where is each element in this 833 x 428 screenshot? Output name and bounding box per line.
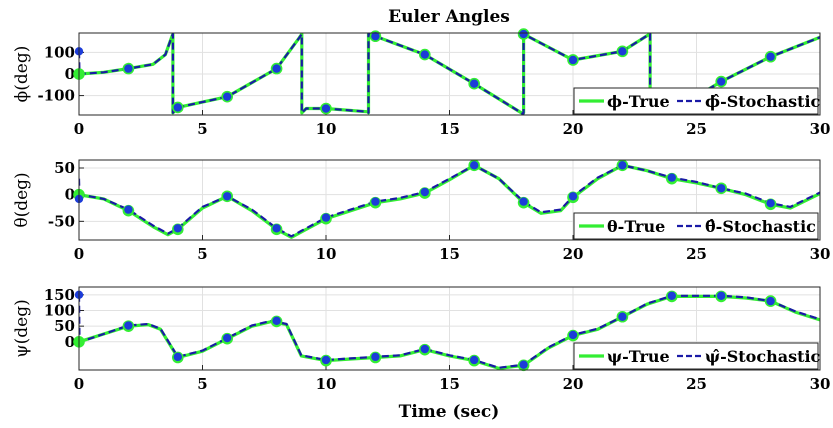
x-tick-label: 25 [686, 245, 707, 263]
x-tick-label: 30 [810, 375, 831, 393]
marker-stochastic [618, 47, 627, 56]
marker-stochastic [223, 92, 232, 101]
legend-true-label: ϕ-True [607, 92, 670, 111]
marker-stochastic [519, 360, 528, 369]
axes-frame [78, 159, 821, 241]
y-tick-label: 0 [65, 186, 75, 204]
y-tick-label: 100 [44, 43, 75, 61]
x-tick-label: 15 [439, 120, 460, 138]
x-tick-label: 15 [439, 375, 460, 393]
y-tick-label: 50 [54, 159, 75, 177]
y-tick-label: 0 [65, 65, 75, 83]
x-tick-label: 25 [686, 375, 707, 393]
legend-stochastic-label: ϕ̂-Stochastic [705, 92, 821, 111]
marker-group [73, 28, 777, 115]
legend: ϕ-True ϕ̂-Stochastic [573, 87, 821, 115]
x-axis-label: Time (sec) [399, 402, 500, 422]
marker-stochastic [766, 52, 775, 61]
marker-stochastic [618, 312, 627, 321]
marker-stochastic [568, 330, 578, 340]
marker-stochastic [371, 352, 380, 362]
legend-true-label: θ-True [607, 217, 665, 236]
marker-stochastic [124, 64, 133, 73]
legend: ψ-True ψ̂-Stochastic [573, 342, 821, 370]
marker-stochastic [420, 187, 429, 197]
x-tick-label: 5 [197, 120, 207, 138]
axes-frame [78, 286, 821, 371]
marker-stochastic [371, 197, 380, 206]
marker-stochastic [667, 291, 676, 300]
marker-stochastic [321, 104, 331, 113]
marker-stochastic [124, 321, 133, 330]
marker-stochastic [321, 355, 331, 365]
marker-group [73, 159, 777, 236]
legend: θ-True θ̂-Stochastic [573, 212, 819, 240]
axes-frame [78, 32, 821, 116]
marker-stochastic [420, 50, 429, 59]
marker-stochastic [766, 199, 775, 208]
marker-stochastic [223, 192, 232, 201]
subplot-2: 0 5 10 15 20 25 30 -50 0 50 θ(deg) θ-True θ̂-Stochas… [12, 159, 830, 263]
x-tick-label: 5 [197, 245, 207, 263]
x-tick-label: 0 [74, 120, 84, 138]
x-tick-label: 20 [563, 120, 584, 138]
marker-stochastic [568, 192, 578, 201]
y-axis-label: ψ(deg) [12, 299, 32, 357]
x-tick-label: 30 [810, 245, 831, 263]
x-tick-label: 20 [563, 245, 584, 263]
legend-true-label: ψ-True [607, 347, 670, 366]
marker-stochastic [173, 352, 182, 362]
marker-stochastic [173, 224, 182, 233]
marker-group [73, 290, 777, 372]
x-tick-label: 0 [74, 375, 84, 393]
marker-stochastic [272, 316, 281, 326]
y-tick-label: 100 [44, 301, 75, 319]
marker-stochastic [223, 333, 232, 343]
marker-stochastic [321, 213, 331, 222]
y-tick-label: 50 [54, 317, 75, 335]
marker-stochastic [766, 296, 775, 306]
marker-stochastic [470, 355, 479, 365]
marker-stochastic [124, 205, 133, 214]
x-tick-label: 10 [316, 120, 337, 138]
x-tick-label: 20 [563, 375, 584, 393]
x-tick-label: 25 [686, 120, 707, 138]
legend-stochastic-label: ψ̂-Stochastic [705, 347, 821, 366]
marker-stochastic [371, 32, 380, 41]
y-axis-label: θ(deg) [12, 172, 32, 227]
x-tick-label: 10 [316, 245, 337, 263]
marker-stochastic [717, 184, 726, 193]
marker-stochastic [420, 344, 429, 354]
marker-stochastic [568, 55, 578, 65]
x-tick-label: 5 [197, 375, 207, 393]
marker-stochastic [667, 173, 676, 182]
legend-stochastic-label: θ̂-Stochastic [705, 217, 816, 236]
x-tick-label: 10 [316, 375, 337, 393]
y-axis-label: ϕ(deg) [12, 46, 32, 103]
x-tick-label: 15 [439, 245, 460, 263]
x-tick-label: 0 [74, 245, 84, 263]
marker-stochastic [272, 64, 281, 73]
subplot-1: 0 5 10 15 20 25 30 -100 0 100 ϕ(deg) ϕ-True ϕ̂-Stoch… [12, 28, 830, 138]
plot-area [79, 33, 820, 115]
y-tick-label: -100 [37, 87, 75, 105]
marker-stochastic [618, 161, 627, 170]
marker-stochastic [717, 77, 726, 86]
series-stochastic-line [79, 294, 820, 369]
marker-stochastic [717, 291, 726, 300]
marker-stochastic [519, 29, 528, 39]
y-tick-label: 0 [65, 333, 75, 351]
y-tick-label: 150 [44, 286, 75, 304]
x-tick-label: 30 [810, 120, 831, 138]
marker-stochastic [470, 79, 479, 88]
marker-stochastic [272, 224, 281, 233]
marker-stochastic [173, 103, 182, 112]
marker-stochastic [470, 161, 479, 170]
marker-stochastic [519, 197, 528, 206]
chart-title: Euler Angles [388, 7, 510, 27]
y-tick-label: -50 [48, 212, 75, 230]
series-stochastic-line [79, 33, 820, 115]
